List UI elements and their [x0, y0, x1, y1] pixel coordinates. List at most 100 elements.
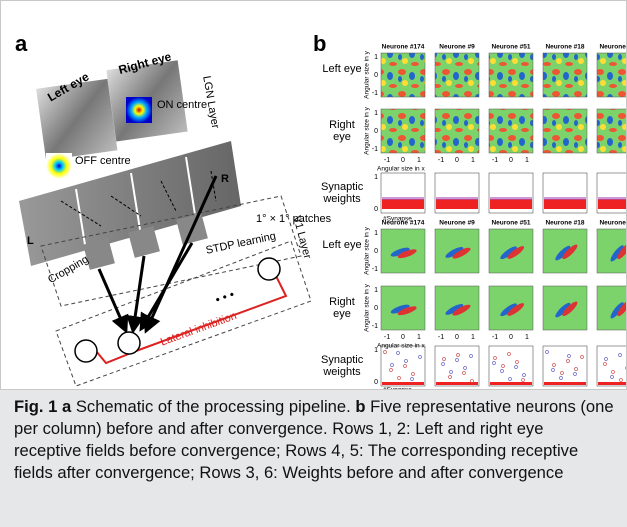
ellipsis: • • •: [213, 287, 236, 307]
x-tick-label: 1: [471, 334, 475, 341]
neuron-title: Neurone #9: [439, 220, 475, 227]
weights-band: [490, 197, 532, 200]
weights-band: [598, 197, 626, 200]
lateral-inhibition-label: Lateral inhibition: [159, 310, 238, 349]
r-mark: R: [221, 173, 229, 185]
y-tick-label: 0: [374, 72, 378, 79]
y-tick-label: 1: [374, 287, 378, 294]
y-axis-label: Angular size in y: [364, 50, 371, 98]
figure-svg: a Left eye Right eye OFF centre ON centr…: [1, 1, 626, 389]
on-centre-label: ON centre: [157, 99, 207, 111]
receptive-field: [597, 53, 626, 97]
neuron-title: Neurone #37: [599, 220, 626, 227]
receptive-field: [597, 109, 626, 153]
row-label: Left eye: [321, 63, 363, 75]
y-axis-label: Angular size in y: [364, 283, 371, 331]
x-tick-label: 1: [417, 334, 421, 341]
weights-band: [382, 197, 424, 200]
x-tick-label: -1: [384, 334, 390, 341]
weights-band: [436, 197, 478, 200]
weights-band: [382, 199, 424, 209]
b-label: b: [355, 397, 365, 416]
synapse-label: #Synapse: [383, 216, 412, 223]
weights-band: [598, 199, 626, 209]
x-axis-label: Angular size in x: [377, 166, 425, 173]
synapse-label: #Synapse: [383, 387, 412, 389]
y-tick-label: 0: [374, 305, 378, 312]
fig-label: Fig. 1: [14, 397, 57, 416]
panel-label: a: [15, 31, 28, 56]
stdp-label: STDP learning: [205, 230, 277, 257]
y-tick-label: -1: [372, 266, 378, 273]
receptive-field: [489, 109, 533, 153]
x-tick-label: 1: [417, 157, 421, 164]
x-tick-label: 0: [455, 157, 459, 164]
y-tick-label: 0: [374, 379, 378, 386]
x-tick-label: 0: [509, 157, 513, 164]
weights-band: [544, 199, 586, 209]
receptive-field: [435, 109, 479, 153]
panel-label: b: [313, 31, 326, 56]
x-tick-label: 1: [525, 334, 529, 341]
x-axis-label: Angular size in x: [377, 343, 425, 350]
neuron-title: Neurone #18: [545, 44, 584, 51]
x-tick-label: 1: [471, 157, 475, 164]
on-centre-filter: [126, 97, 152, 123]
weights-plot: [381, 346, 425, 386]
y-tick-label: 0: [374, 206, 378, 213]
page: a Left eye Right eye OFF centre ON centr…: [0, 0, 627, 527]
weights-band: [598, 382, 626, 385]
neuron: [75, 340, 97, 362]
off-centre-filter: [46, 153, 72, 179]
l-mark: L: [27, 235, 34, 247]
weights-band: [382, 382, 424, 385]
y-tick-label: -1: [372, 323, 378, 330]
weights-band: [490, 382, 532, 385]
row-label: Right eye: [321, 119, 363, 143]
receptive-field: [381, 109, 425, 153]
receptive-field: [543, 53, 587, 97]
neuron-title: Neurone #174: [382, 44, 425, 51]
caption: Fig. 1 a Schematic of the processing pip…: [14, 396, 614, 484]
neuron-title: Neurone #51: [491, 220, 530, 227]
y-tick-label: 1: [374, 174, 378, 181]
weights-band: [544, 197, 586, 200]
x-tick-label: -1: [438, 334, 444, 341]
x-tick-label: 0: [401, 157, 405, 164]
neuron-title: Neurone #51: [491, 44, 530, 51]
weights-plot: [435, 346, 479, 386]
x-tick-label: -1: [492, 334, 498, 341]
a-text: Schematic of the processing pipeline.: [76, 397, 351, 416]
x-tick-label: -1: [384, 157, 390, 164]
y-tick-label: -1: [372, 90, 378, 97]
y-tick-label: 1: [374, 230, 378, 237]
weights-band: [436, 199, 478, 209]
row-label: Synaptic weights: [321, 354, 363, 378]
weights-plot: [597, 346, 626, 386]
y-axis-label: Angular size in y: [364, 106, 371, 154]
x-tick-label: 0: [401, 334, 405, 341]
receptive-field: [543, 109, 587, 153]
neuron-title: Neurone #37: [599, 44, 626, 51]
y-tick-label: 0: [374, 128, 378, 135]
receptive-field: [435, 53, 479, 97]
row-label: Synaptic weights: [321, 181, 363, 205]
row-label: Right eye: [321, 296, 363, 320]
x-tick-label: -1: [492, 157, 498, 164]
x-tick-label: 0: [455, 334, 459, 341]
y-tick-label: 1: [374, 54, 378, 61]
neuron-title: Neurone #9: [439, 44, 475, 51]
neuron: [258, 258, 280, 280]
receptive-field: [381, 53, 425, 97]
a-label: a: [62, 397, 71, 416]
x-tick-label: 1: [525, 157, 529, 164]
x-tick-label: -1: [438, 157, 444, 164]
neuron-title: Neurone #18: [545, 220, 584, 227]
row-label: Left eye: [321, 239, 363, 251]
y-tick-label: -1: [372, 146, 378, 153]
off-centre-label: OFF centre: [75, 155, 131, 167]
weights-plot: [543, 346, 587, 386]
weights-band: [490, 199, 532, 209]
receptive-field: [489, 53, 533, 97]
y-axis-label: Angular size in y: [364, 226, 371, 274]
